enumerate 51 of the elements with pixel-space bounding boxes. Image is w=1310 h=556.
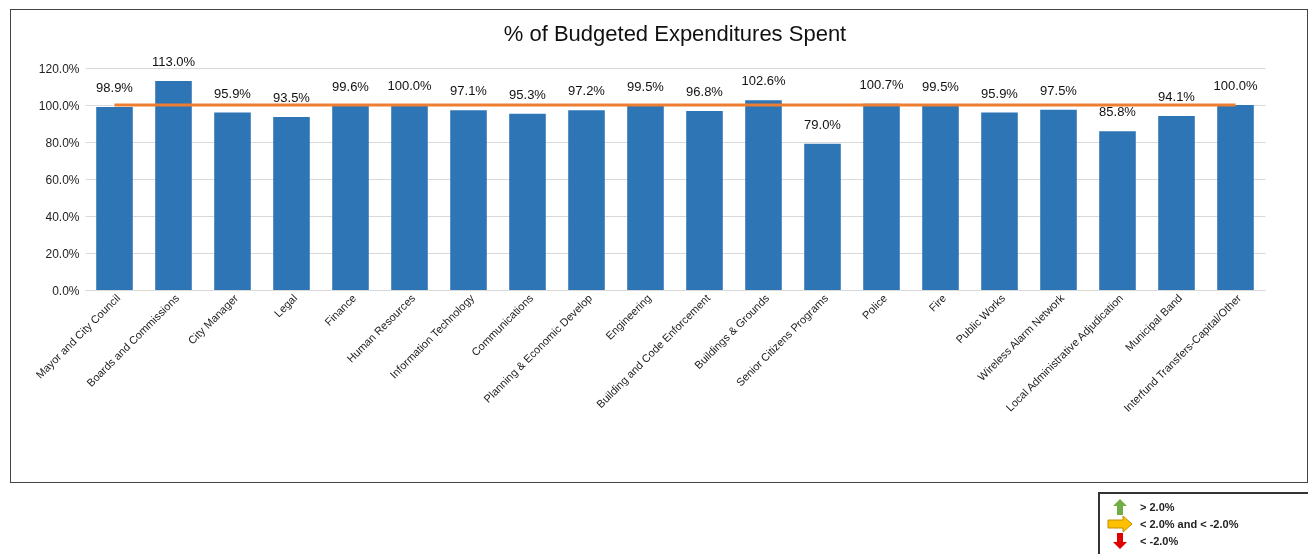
bar: [96, 107, 133, 290]
text: < 2.0% and < -2.0%: [1140, 517, 1239, 530]
bar: [804, 143, 841, 290]
bar: [1158, 115, 1195, 290]
text: > 2.0%: [1140, 500, 1175, 513]
data-label: 99.5%: [922, 78, 960, 94]
data-label: 97.5%: [1040, 82, 1078, 98]
bar: [450, 110, 487, 290]
data-label: 95.9%: [981, 85, 1019, 101]
bar: [922, 105, 959, 290]
data-label: 100.0%: [387, 78, 432, 93]
bar: [273, 117, 310, 290]
y-tick-label: 80.0%: [45, 135, 80, 150]
data-label: 100.7%: [859, 76, 904, 92]
bar: [1217, 105, 1254, 290]
chart-title: % of Budgeted Expenditures Spent: [503, 20, 847, 46]
data-label: 99.5%: [627, 78, 665, 94]
data-label: 99.6%: [332, 78, 370, 94]
data-label: 85.8%: [1099, 104, 1137, 120]
bar: [981, 112, 1018, 290]
y-tick-label: 20.0%: [45, 246, 80, 261]
y-tick-label: 100.0%: [38, 98, 80, 113]
bar: [686, 110, 723, 290]
bar: [1040, 109, 1077, 290]
y-tick-label: 60.0%: [45, 172, 80, 187]
data-label: 95.9%: [214, 85, 252, 101]
bar: [1099, 131, 1136, 290]
bar: [568, 110, 605, 290]
data-label: 98.9%: [96, 80, 134, 96]
bar: [155, 80, 192, 290]
y-tick-label: 40.0%: [45, 209, 80, 224]
data-label: 100.0%: [1213, 78, 1258, 93]
text: < -2.0%: [1140, 534, 1179, 547]
bar: [627, 105, 664, 290]
data-label: 95.3%: [509, 86, 547, 102]
bar: [509, 113, 546, 290]
x-tick-label: Fire: [926, 291, 949, 314]
y-tick-label: 120.0%: [38, 61, 80, 76]
bar: [745, 100, 782, 290]
data-label: 79.0%: [804, 116, 842, 132]
data-label: 97.2%: [568, 83, 606, 99]
data-label: 113.0%: [151, 53, 196, 69]
y-tick-label: 0.0%: [52, 283, 80, 298]
data-label: 93.5%: [273, 90, 311, 106]
data-label: 94.1%: [1158, 88, 1196, 104]
bar: [391, 105, 428, 290]
data-label: 102.6%: [741, 73, 786, 89]
data-label: 97.1%: [450, 83, 488, 99]
bar: [332, 105, 369, 290]
data-label: 96.8%: [686, 83, 724, 99]
bar: [214, 112, 251, 290]
